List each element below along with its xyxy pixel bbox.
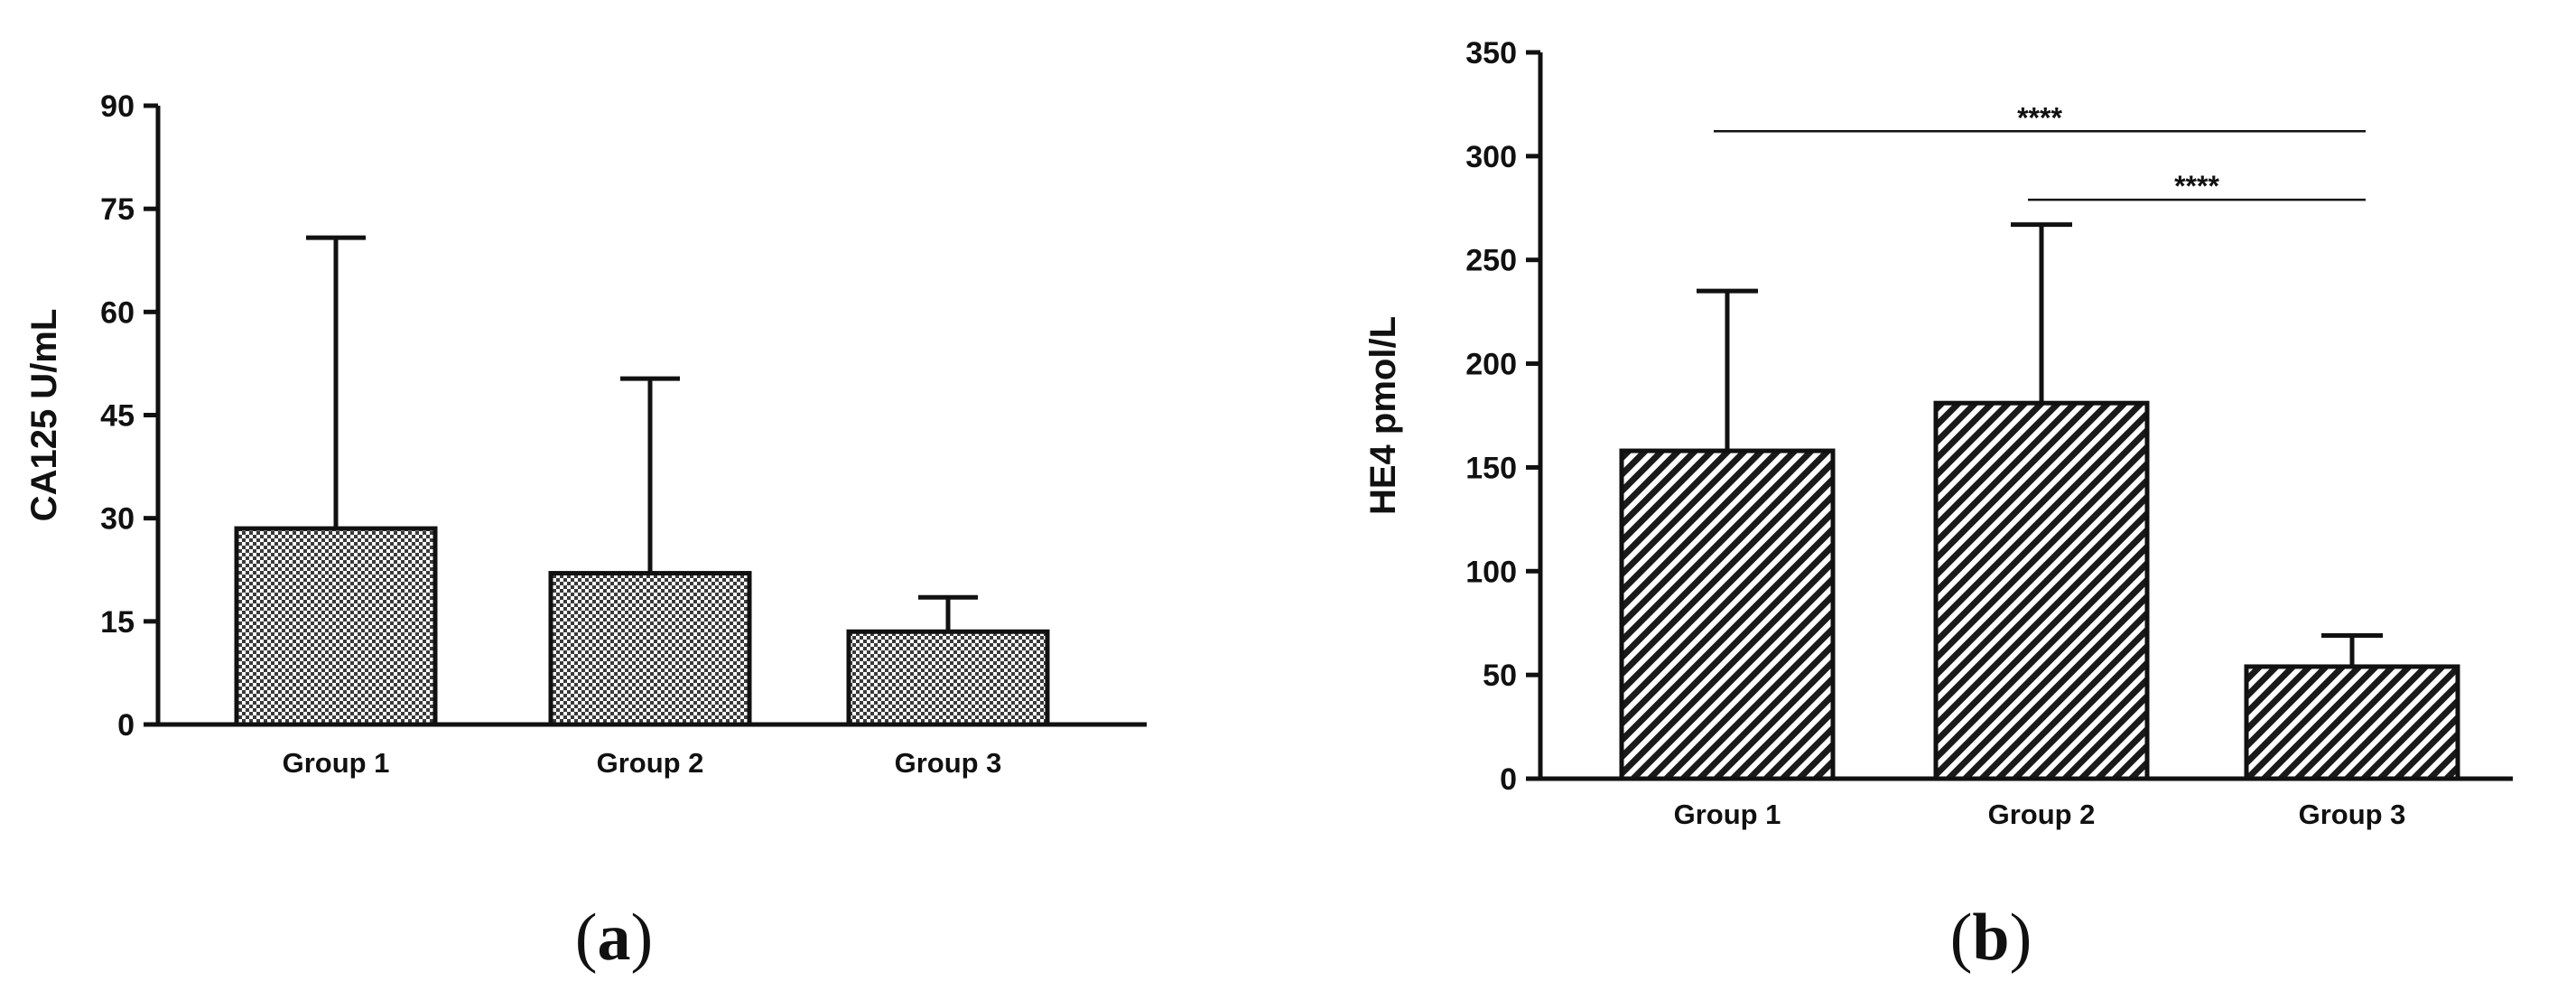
y-axis-title: CA125 U/mL — [24, 309, 64, 522]
significance-label-2: **** — [2174, 170, 2219, 202]
chart-he4: Group 1 Group 2 Group 3 0 50 100 150 200 250 300 3… — [1363, 36, 2513, 975]
panel-label: (a) — [575, 901, 653, 975]
x-tick-label: Group 1 — [283, 747, 390, 779]
y-axis-title: HE4 pmol/L — [1363, 316, 1403, 515]
bar-group-2 — [548, 571, 752, 727]
bar-group-3 — [2244, 664, 2460, 781]
x-tick-label: Group 1 — [1674, 799, 1781, 830]
panel-label: (b) — [1950, 901, 2032, 975]
y-tick-label: 0 — [117, 708, 135, 743]
y-tick-label: 90 — [100, 89, 135, 124]
y-tick-label: 300 — [1465, 140, 1517, 174]
y-tick-label: 75 — [100, 192, 135, 227]
bar-group-2 — [1933, 400, 2150, 781]
y-tick-label: 15 — [100, 605, 135, 640]
y-tick-label: 0 — [1500, 762, 1517, 797]
y-tick-label: 250 — [1465, 244, 1517, 278]
x-tick-label: Group 3 — [2299, 799, 2406, 830]
panel-letter: a — [598, 901, 631, 975]
x-tick-label: Group 2 — [1988, 799, 2096, 830]
y-tick-label: 100 — [1465, 555, 1517, 589]
panel-letter: b — [1972, 901, 2009, 975]
y-tick-label: 30 — [100, 502, 135, 537]
chart-ca125: Group 1 Group 2 Group 3 0 15 30 45 60 75 90 CA125 … — [24, 89, 1147, 975]
y-tick-label: 150 — [1465, 451, 1517, 485]
bar-group-1 — [1619, 448, 1836, 781]
bar-group-1 — [234, 526, 438, 727]
x-tick-label: Group 2 — [597, 747, 704, 779]
bar-group-3 — [846, 629, 1050, 727]
y-tick-label: 60 — [100, 295, 135, 330]
x-tick-label: Group 3 — [895, 747, 1002, 779]
y-tick-label: 45 — [100, 399, 135, 434]
y-tick-label: 200 — [1465, 348, 1517, 382]
y-tick-label: 50 — [1483, 659, 1517, 693]
y-tick-label: 350 — [1465, 36, 1517, 70]
significance-label-1: **** — [2017, 101, 2062, 134]
